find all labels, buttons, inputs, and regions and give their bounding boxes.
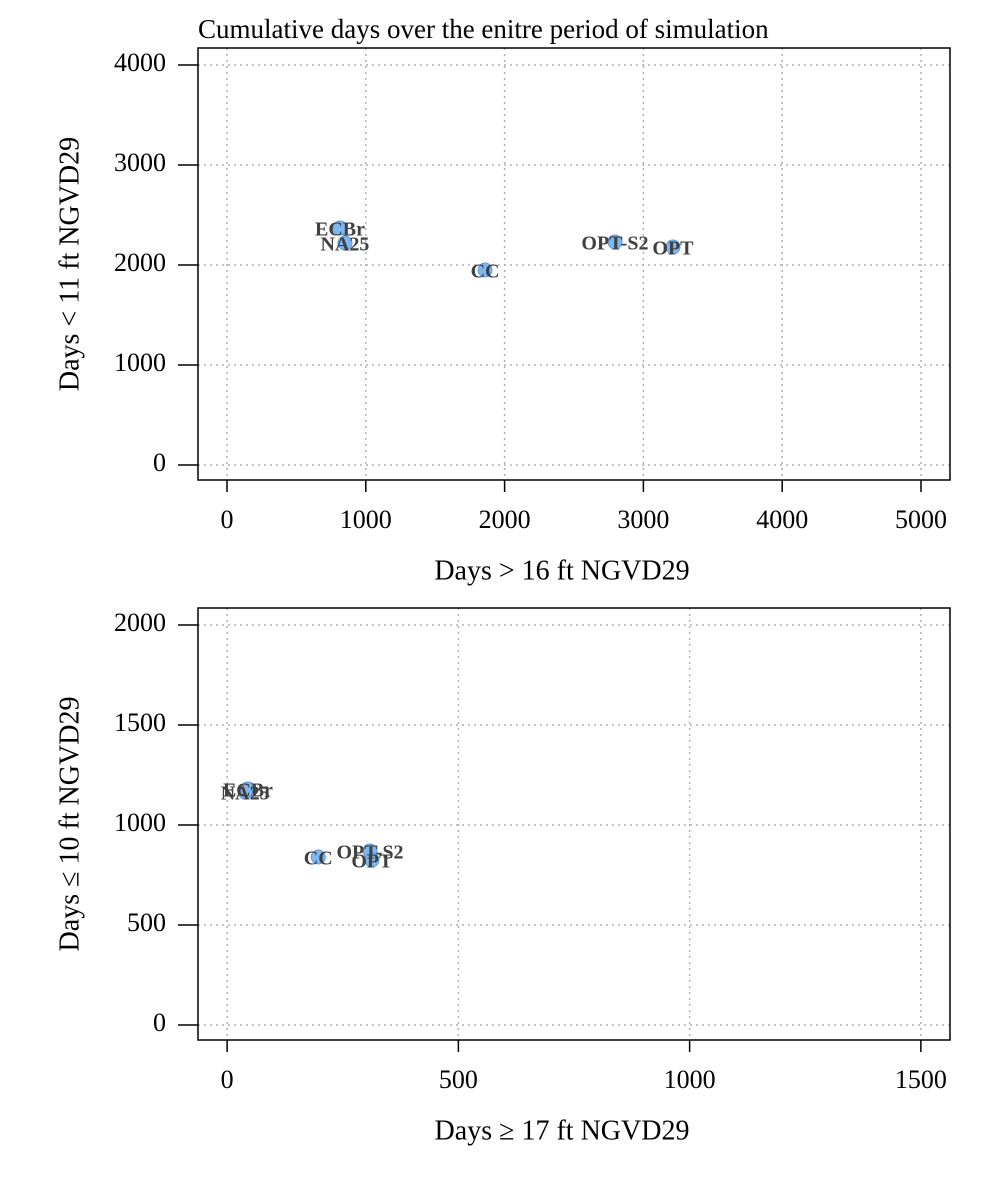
point-label: OPT-S2 [581,233,648,255]
chart-title: Cumulative days over the enitre period o… [198,14,769,44]
y-tick-label: 2000 [114,608,166,637]
x-tick-label: 500 [439,1065,478,1094]
point [477,262,493,278]
x-axis-label: Days ≥ 17 ft NGVD29 [435,1115,690,1146]
y-axis-label: Days < 11 ft NGVD29 [54,137,85,391]
x-tick-label: 1000 [664,1065,716,1094]
y-tick-label: 1000 [114,348,166,377]
y-tick-label: 2000 [114,248,166,277]
x-tick-label: 5000 [895,505,947,534]
point-label: NA25 [221,783,270,805]
plot-frame [197,47,951,481]
x-tick-label: 4000 [756,505,808,534]
point-label: OPT [652,238,694,260]
x-tick-label: 0 [221,1065,234,1094]
point-label: OPT-S2 [337,842,404,864]
y-tick-label: 0 [153,448,166,477]
point-label: ECBr [315,219,365,241]
point-label: ECBr [223,780,273,802]
y-tick-label: 1500 [114,708,166,737]
x-tick-label: 2000 [479,505,531,534]
point [665,239,681,255]
y-tick-label: 1000 [114,808,166,837]
point [337,235,353,251]
point [364,852,380,868]
point [310,849,326,865]
y-tick-label: 0 [153,1008,166,1037]
point [607,234,623,250]
point-label: OPT [351,851,393,873]
x-axis-label: Days > 16 ft NGVD29 [434,555,689,586]
x-tick-label: 3000 [617,505,669,534]
point-label: CC [304,848,333,870]
x-tick-label: 1000 [340,505,392,534]
point [332,220,348,236]
x-tick-label: 0 [221,505,234,534]
y-tick-label: 500 [127,908,166,937]
plot-frame [197,607,951,1041]
y-axis-label: Days ≤ 10 ft NGVD29 [54,697,85,952]
point-label: CC [471,261,500,283]
y-tick-label: 4000 [114,48,166,77]
x-tick-label: 1500 [895,1065,947,1094]
point [237,784,253,800]
point-label: NA25 [321,234,370,256]
y-tick-label: 3000 [114,148,166,177]
